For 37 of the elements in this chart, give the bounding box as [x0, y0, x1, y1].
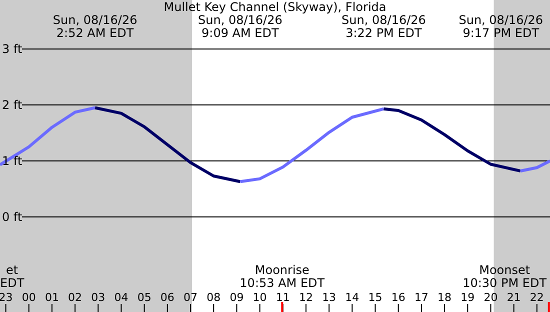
annotation: Sun, 08/16/26 9:17 PM EDT: [458, 13, 544, 40]
x-tick-label: 18: [438, 291, 452, 304]
annotation: Sun, 08/16/26 9:09 AM EDT: [198, 13, 282, 40]
annotation: Sun, 08/16/26 2:52 AM EDT: [52, 13, 138, 40]
x-tick-label: 19: [460, 291, 475, 304]
x-tick-label: 10: [252, 291, 267, 304]
y-tick-label: 3 ft: [2, 42, 22, 56]
x-tick-label: 20: [484, 291, 498, 304]
x-tick-label: 03: [91, 291, 106, 304]
x-tick-label: 17: [414, 291, 428, 304]
x-tick-label: 08: [206, 291, 221, 304]
x-tick-label: 11: [276, 291, 290, 304]
line-series: [94, 106, 242, 184]
x-tick-label: 12: [298, 291, 313, 304]
y-tick-label: 0 ft: [2, 210, 22, 224]
x-tick-label: 13: [322, 291, 336, 304]
x-tick-label: 14: [345, 291, 360, 304]
x-tick-label: 07: [184, 291, 198, 304]
chart-title: Mullet Key Channel (Skyway), Florida: [164, 0, 386, 14]
y-tick-label: 1 ft: [2, 154, 22, 168]
annotation: Moonset 10:30 PM EDT: [462, 263, 548, 290]
x-tick-label: 04: [114, 291, 128, 304]
x-tick-label: 05: [137, 291, 152, 304]
x-tick-label: 09: [230, 291, 244, 304]
x-tick-label: 00: [22, 291, 36, 304]
annotation: Sun, 08/16/26 3:22 PM EDT: [342, 13, 426, 40]
x-tick-label: 01: [44, 291, 59, 304]
x-tick-label: 15: [368, 291, 382, 304]
x-tick-label: 02: [68, 291, 82, 304]
annotation: Moonrise 10:53 AM EDT: [240, 263, 326, 290]
x-tick-label: 23: [0, 291, 13, 304]
annotation: et EDT: [0, 263, 25, 290]
y-tick-label: 2 ft: [2, 98, 22, 112]
x-tick-label: 16: [391, 291, 406, 304]
x-tick-label: 06: [160, 291, 174, 304]
x-tick-label: 21: [506, 291, 521, 304]
x-tick-label: 22: [530, 291, 544, 304]
